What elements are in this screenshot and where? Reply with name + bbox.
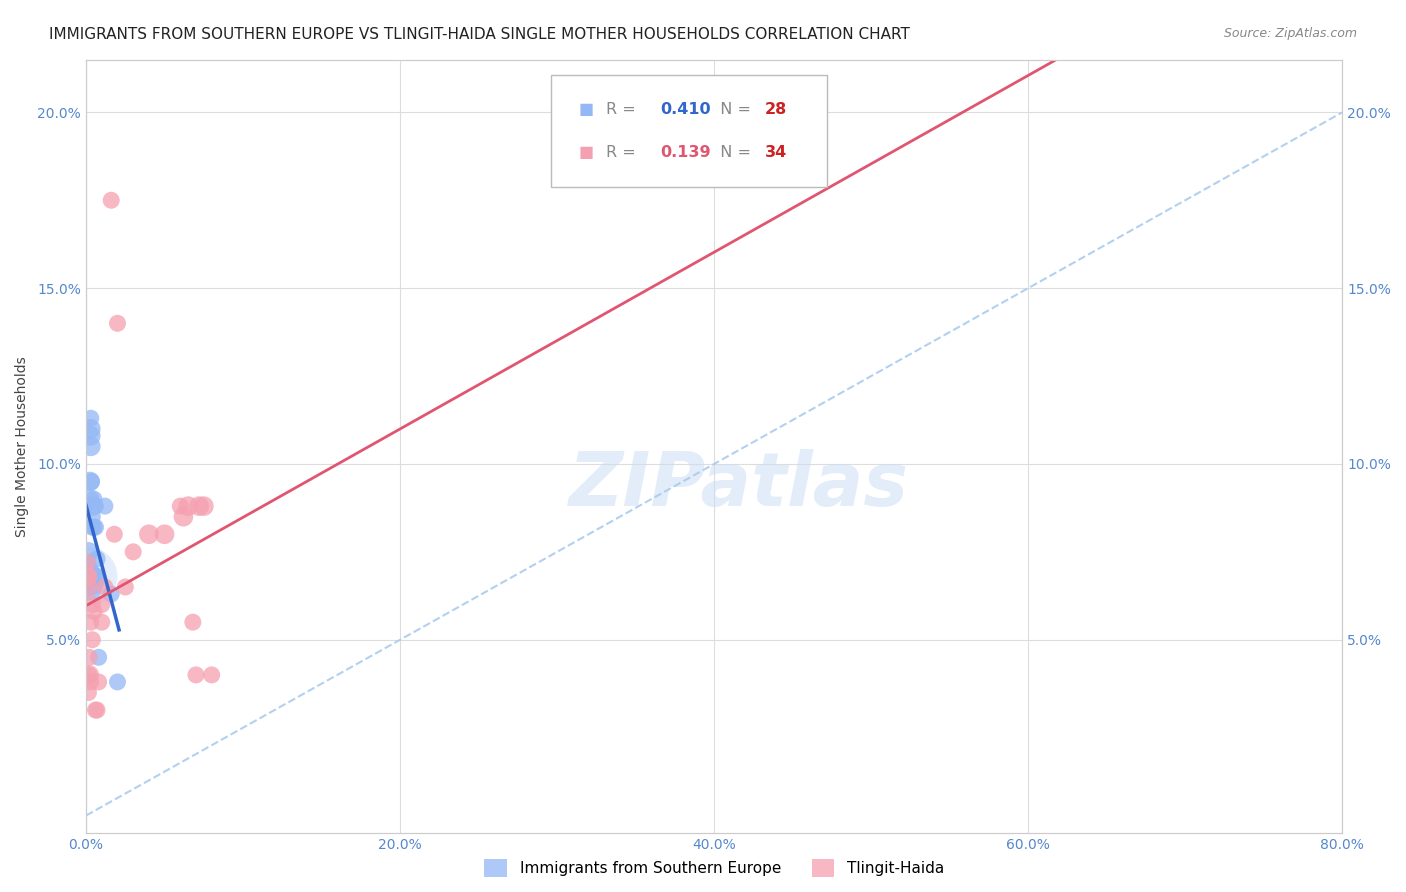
Point	[82, 499, 104, 513]
Point	[153, 527, 176, 541]
Text: 0.139: 0.139	[661, 145, 711, 160]
Point	[80, 439, 103, 453]
Text: 0.410: 0.410	[661, 103, 711, 118]
Point	[79, 492, 101, 507]
Point	[80, 422, 103, 436]
Text: ZIPatlas: ZIPatlas	[569, 449, 910, 522]
Point	[76, 555, 98, 569]
Text: R =: R =	[606, 103, 641, 118]
Point	[122, 545, 145, 559]
Point	[84, 703, 107, 717]
Point	[76, 555, 98, 569]
Point	[86, 569, 108, 583]
Point	[90, 615, 112, 629]
Point	[193, 499, 215, 513]
Point	[76, 580, 98, 594]
Point	[83, 605, 105, 619]
Point	[76, 573, 98, 587]
Point	[77, 580, 100, 594]
Point	[83, 520, 105, 534]
Point	[80, 475, 103, 489]
Point	[79, 475, 101, 489]
Legend: Immigrants from Southern Europe, Tlingit-Haida: Immigrants from Southern Europe, Tlingit…	[478, 853, 950, 883]
Point	[76, 569, 98, 583]
Text: 28: 28	[765, 103, 787, 118]
Point	[87, 675, 110, 690]
Point	[107, 316, 129, 330]
Point	[80, 411, 103, 425]
Point	[80, 429, 103, 443]
Point	[76, 569, 98, 583]
Point	[138, 527, 160, 541]
Point	[100, 587, 122, 601]
Point	[82, 520, 104, 534]
Point	[80, 675, 103, 690]
Point	[201, 668, 224, 682]
Point	[77, 569, 100, 583]
Point	[86, 552, 108, 566]
Point	[181, 615, 204, 629]
Point	[82, 509, 104, 524]
Point	[169, 499, 191, 513]
Text: ■: ■	[578, 145, 593, 160]
Point	[94, 499, 117, 513]
Point	[77, 668, 100, 682]
Point	[83, 492, 105, 507]
Text: ■: ■	[578, 103, 593, 118]
Point	[80, 615, 103, 629]
Point	[107, 675, 129, 690]
Point	[90, 598, 112, 612]
Point	[184, 668, 207, 682]
Point	[82, 632, 104, 647]
Point	[103, 527, 125, 541]
Point	[87, 650, 110, 665]
Point	[77, 668, 100, 682]
Point	[77, 569, 100, 583]
Point	[188, 499, 211, 513]
Point	[77, 569, 100, 583]
Point	[77, 545, 100, 559]
FancyBboxPatch shape	[551, 75, 827, 187]
Text: N =: N =	[710, 103, 756, 118]
Point	[82, 598, 104, 612]
Point	[172, 509, 194, 524]
Point	[100, 193, 122, 207]
Point	[77, 573, 100, 587]
Point	[84, 499, 107, 513]
Point	[84, 520, 107, 534]
Point	[77, 685, 100, 699]
Point	[77, 650, 100, 665]
Point	[86, 703, 108, 717]
Text: 34: 34	[765, 145, 787, 160]
Point	[94, 580, 117, 594]
Text: R =: R =	[606, 145, 641, 160]
Point	[177, 499, 200, 513]
Text: Source: ZipAtlas.com: Source: ZipAtlas.com	[1223, 27, 1357, 40]
Text: IMMIGRANTS FROM SOUTHERN EUROPE VS TLINGIT-HAIDA SINGLE MOTHER HOUSEHOLDS CORREL: IMMIGRANTS FROM SOUTHERN EUROPE VS TLING…	[49, 27, 910, 42]
Text: N =: N =	[710, 145, 756, 160]
Y-axis label: Single Mother Households: Single Mother Households	[15, 356, 30, 537]
Point	[114, 580, 136, 594]
Point	[77, 562, 100, 576]
